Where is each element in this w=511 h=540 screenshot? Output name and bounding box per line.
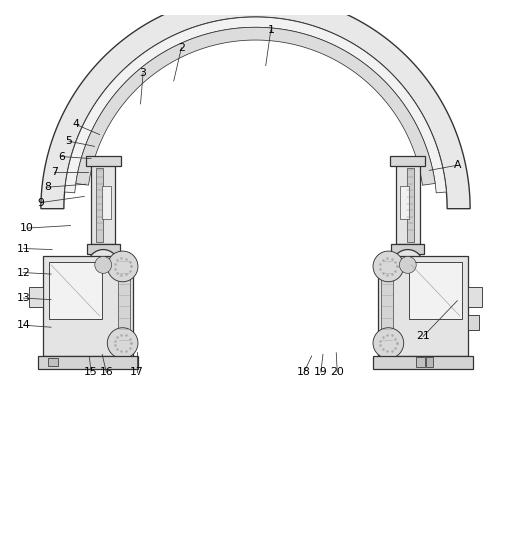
Text: 7: 7 bbox=[51, 167, 58, 177]
Polygon shape bbox=[64, 17, 447, 193]
Bar bbox=[373, 356, 473, 369]
Polygon shape bbox=[41, 0, 470, 208]
Circle shape bbox=[107, 251, 138, 282]
Text: 2: 2 bbox=[178, 43, 185, 53]
Circle shape bbox=[107, 328, 138, 359]
Bar bbox=[468, 287, 482, 307]
Text: 16: 16 bbox=[100, 367, 113, 377]
Text: 18: 18 bbox=[297, 367, 311, 377]
Bar bbox=[38, 356, 138, 369]
Circle shape bbox=[95, 256, 111, 273]
Bar bbox=[118, 257, 130, 355]
Bar bbox=[407, 168, 414, 242]
Bar bbox=[391, 245, 424, 254]
Bar bbox=[409, 262, 462, 319]
Text: 6: 6 bbox=[58, 152, 65, 161]
Circle shape bbox=[400, 256, 416, 273]
Bar bbox=[427, 357, 433, 367]
Text: 13: 13 bbox=[17, 293, 30, 303]
Bar bbox=[390, 156, 425, 166]
Text: 8: 8 bbox=[44, 182, 51, 192]
Bar bbox=[87, 245, 120, 254]
Bar bbox=[102, 186, 111, 219]
Text: 1: 1 bbox=[267, 25, 274, 35]
Text: 9: 9 bbox=[37, 198, 44, 207]
Bar bbox=[378, 256, 468, 356]
Polygon shape bbox=[76, 28, 435, 185]
Bar bbox=[48, 359, 58, 366]
Bar bbox=[396, 165, 420, 245]
Text: 17: 17 bbox=[130, 367, 144, 377]
Text: 15: 15 bbox=[84, 367, 98, 377]
Bar bbox=[400, 186, 409, 219]
Text: A: A bbox=[454, 160, 461, 170]
Bar bbox=[43, 256, 133, 356]
Bar bbox=[29, 287, 43, 307]
Text: 10: 10 bbox=[20, 223, 34, 233]
Text: 4: 4 bbox=[72, 119, 79, 130]
Circle shape bbox=[373, 328, 404, 359]
Bar bbox=[49, 262, 102, 319]
Text: 11: 11 bbox=[17, 244, 30, 254]
Text: 5: 5 bbox=[65, 136, 73, 146]
Text: 19: 19 bbox=[314, 367, 328, 377]
Bar bbox=[91, 165, 115, 245]
Bar bbox=[86, 156, 121, 166]
Bar bbox=[96, 168, 103, 242]
Circle shape bbox=[392, 249, 423, 280]
Text: 21: 21 bbox=[416, 332, 430, 341]
Circle shape bbox=[88, 249, 119, 280]
Text: 20: 20 bbox=[330, 367, 344, 377]
Bar bbox=[468, 315, 479, 330]
Circle shape bbox=[373, 251, 404, 282]
Bar bbox=[416, 357, 426, 367]
Bar bbox=[381, 257, 393, 355]
Text: 12: 12 bbox=[17, 267, 30, 278]
Text: 3: 3 bbox=[140, 68, 147, 78]
Text: 14: 14 bbox=[17, 320, 30, 330]
